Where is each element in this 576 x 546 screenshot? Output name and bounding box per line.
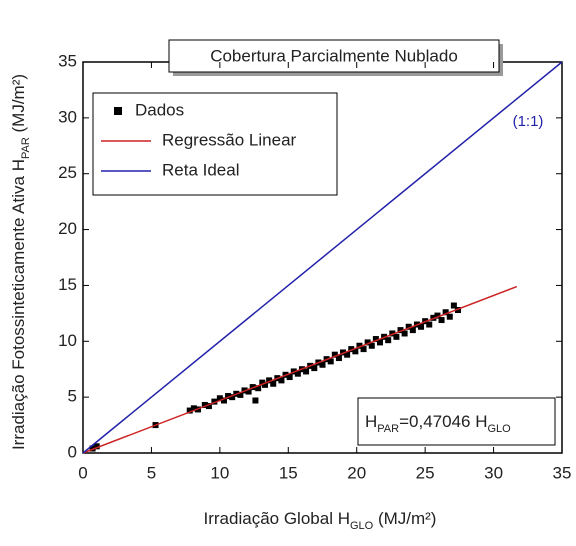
data-point (434, 312, 441, 319)
data-point (252, 397, 259, 404)
data-point (376, 339, 383, 346)
data-point (327, 358, 334, 365)
data-point (266, 377, 273, 384)
data-point (368, 342, 375, 349)
equation-part: H (365, 412, 377, 431)
data-point (360, 346, 367, 353)
y-tick-label: 10 (58, 331, 77, 350)
equation-box (357, 397, 556, 446)
data-point (397, 327, 404, 334)
data-point (389, 330, 396, 337)
data-point (294, 370, 301, 377)
equation: HPAR=0,47046 HGLO (365, 412, 511, 434)
data-point (278, 377, 285, 384)
x-axis-label: Irradiação Global HGLO (MJ/m²) (204, 509, 437, 531)
data-point (348, 346, 355, 353)
y-label-unit: (MJ/m²) (9, 74, 28, 137)
data-point (364, 339, 371, 346)
data-point (270, 380, 277, 387)
data-point (344, 351, 351, 358)
data-point (237, 391, 244, 398)
data-point (450, 302, 457, 309)
legend-box (92, 92, 338, 196)
y-label-sub: PAR (20, 137, 32, 159)
data-point (335, 355, 342, 362)
data-point (211, 398, 218, 405)
data-point (409, 327, 416, 334)
data-point (331, 351, 338, 358)
y-axis-label: Irradiação Fotossinteticamente Ativa HPA… (9, 74, 31, 450)
data-point (401, 330, 408, 337)
title-box (168, 39, 500, 73)
y-tick-label: 20 (58, 219, 77, 238)
y-tick-label: 30 (58, 107, 77, 126)
data-point (93, 443, 100, 450)
y-tick-label: 15 (58, 275, 77, 294)
annotation: (1:1) (513, 113, 544, 130)
data-point (216, 395, 223, 402)
data-point (286, 374, 293, 381)
data-point (385, 337, 392, 344)
equation-sub: PAR (377, 423, 399, 435)
legend-marker (114, 107, 122, 115)
y-tick-label: 5 (68, 387, 77, 406)
equation-part: =0,47046 H (399, 412, 487, 431)
x-tick-label: 25 (416, 463, 435, 482)
x-tick-label: 5 (147, 463, 156, 482)
line (82, 61, 563, 454)
data-point (255, 385, 262, 392)
x-tick-label: 15 (279, 463, 298, 482)
x-tick-label: 20 (347, 463, 366, 482)
data-point (186, 407, 193, 414)
data-point (352, 348, 359, 355)
x-tick-label: 0 (78, 463, 87, 482)
line (82, 285, 518, 454)
data-point (356, 342, 363, 349)
y-tick-label: 35 (58, 51, 77, 70)
data-point (245, 388, 252, 395)
data-point (446, 313, 453, 320)
legend-label: Reta Ideal (162, 160, 240, 179)
data-point (190, 405, 197, 412)
x-label-unit: (MJ/m²) (373, 509, 436, 528)
data-point (311, 365, 318, 372)
chart-title: Cobertura Parcialmente Nublado (210, 46, 458, 65)
data-point (319, 361, 326, 368)
data-point (405, 323, 412, 330)
x-label-sub: GLO (350, 520, 374, 532)
equation-sub: GLO (487, 423, 511, 435)
data-point (303, 368, 310, 375)
data-point (229, 394, 236, 401)
data-point (205, 403, 212, 410)
data-point (438, 317, 445, 324)
x-tick-label: 10 (210, 463, 229, 482)
data-point (201, 401, 208, 408)
legend-label: Dados (135, 100, 184, 119)
data-point (426, 321, 433, 328)
y-label-text: Irradiação Fotossinteticamente Ativa H (9, 159, 28, 450)
x-label-text: Irradiação Global H (204, 509, 350, 528)
data-point (220, 397, 227, 404)
data-point (372, 336, 379, 343)
data-point (454, 307, 461, 314)
y-tick-label: 25 (58, 163, 77, 182)
x-tick-label: 35 (553, 463, 572, 482)
data-point (225, 393, 232, 400)
legend-label: Regressão Linear (162, 130, 297, 149)
y-tick-label: 0 (68, 442, 77, 461)
data-point (262, 381, 269, 388)
data-point (393, 333, 400, 340)
data-point (442, 309, 449, 316)
data-point (418, 323, 425, 330)
x-tick-label: 30 (484, 463, 503, 482)
